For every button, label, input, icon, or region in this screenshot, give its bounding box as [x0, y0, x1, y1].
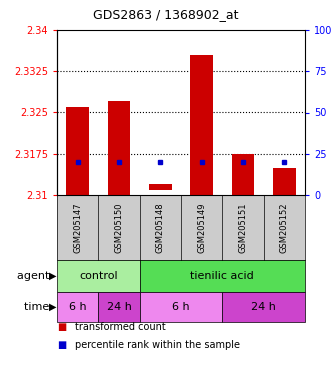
Text: GSM205150: GSM205150	[115, 202, 123, 253]
Text: GSM205148: GSM205148	[156, 202, 165, 253]
Bar	[108, 101, 130, 195]
Text: tienilic acid: tienilic acid	[190, 271, 254, 281]
Text: control: control	[79, 271, 118, 281]
Text: ■: ■	[57, 322, 66, 332]
Bar	[149, 184, 172, 189]
Text: GSM205149: GSM205149	[197, 202, 206, 253]
Text: 6 h: 6 h	[172, 302, 190, 312]
Text: 24 h: 24 h	[107, 302, 131, 312]
Bar	[190, 55, 213, 195]
Text: transformed count: transformed count	[75, 322, 166, 332]
Text: 6 h: 6 h	[69, 302, 86, 312]
Text: GDS2863 / 1368902_at: GDS2863 / 1368902_at	[93, 8, 238, 21]
Bar	[232, 154, 254, 195]
Text: GSM205151: GSM205151	[239, 202, 248, 253]
Text: GSM205152: GSM205152	[280, 202, 289, 253]
Text: agent: agent	[17, 271, 53, 281]
Bar	[273, 167, 296, 195]
Text: 24 h: 24 h	[251, 302, 276, 312]
Text: percentile rank within the sample: percentile rank within the sample	[75, 340, 240, 350]
Text: ▶: ▶	[49, 302, 56, 312]
Bar	[66, 107, 89, 195]
Text: GSM205147: GSM205147	[73, 202, 82, 253]
Text: ■: ■	[57, 340, 66, 350]
Text: ▶: ▶	[49, 271, 56, 281]
Text: time: time	[24, 302, 53, 312]
